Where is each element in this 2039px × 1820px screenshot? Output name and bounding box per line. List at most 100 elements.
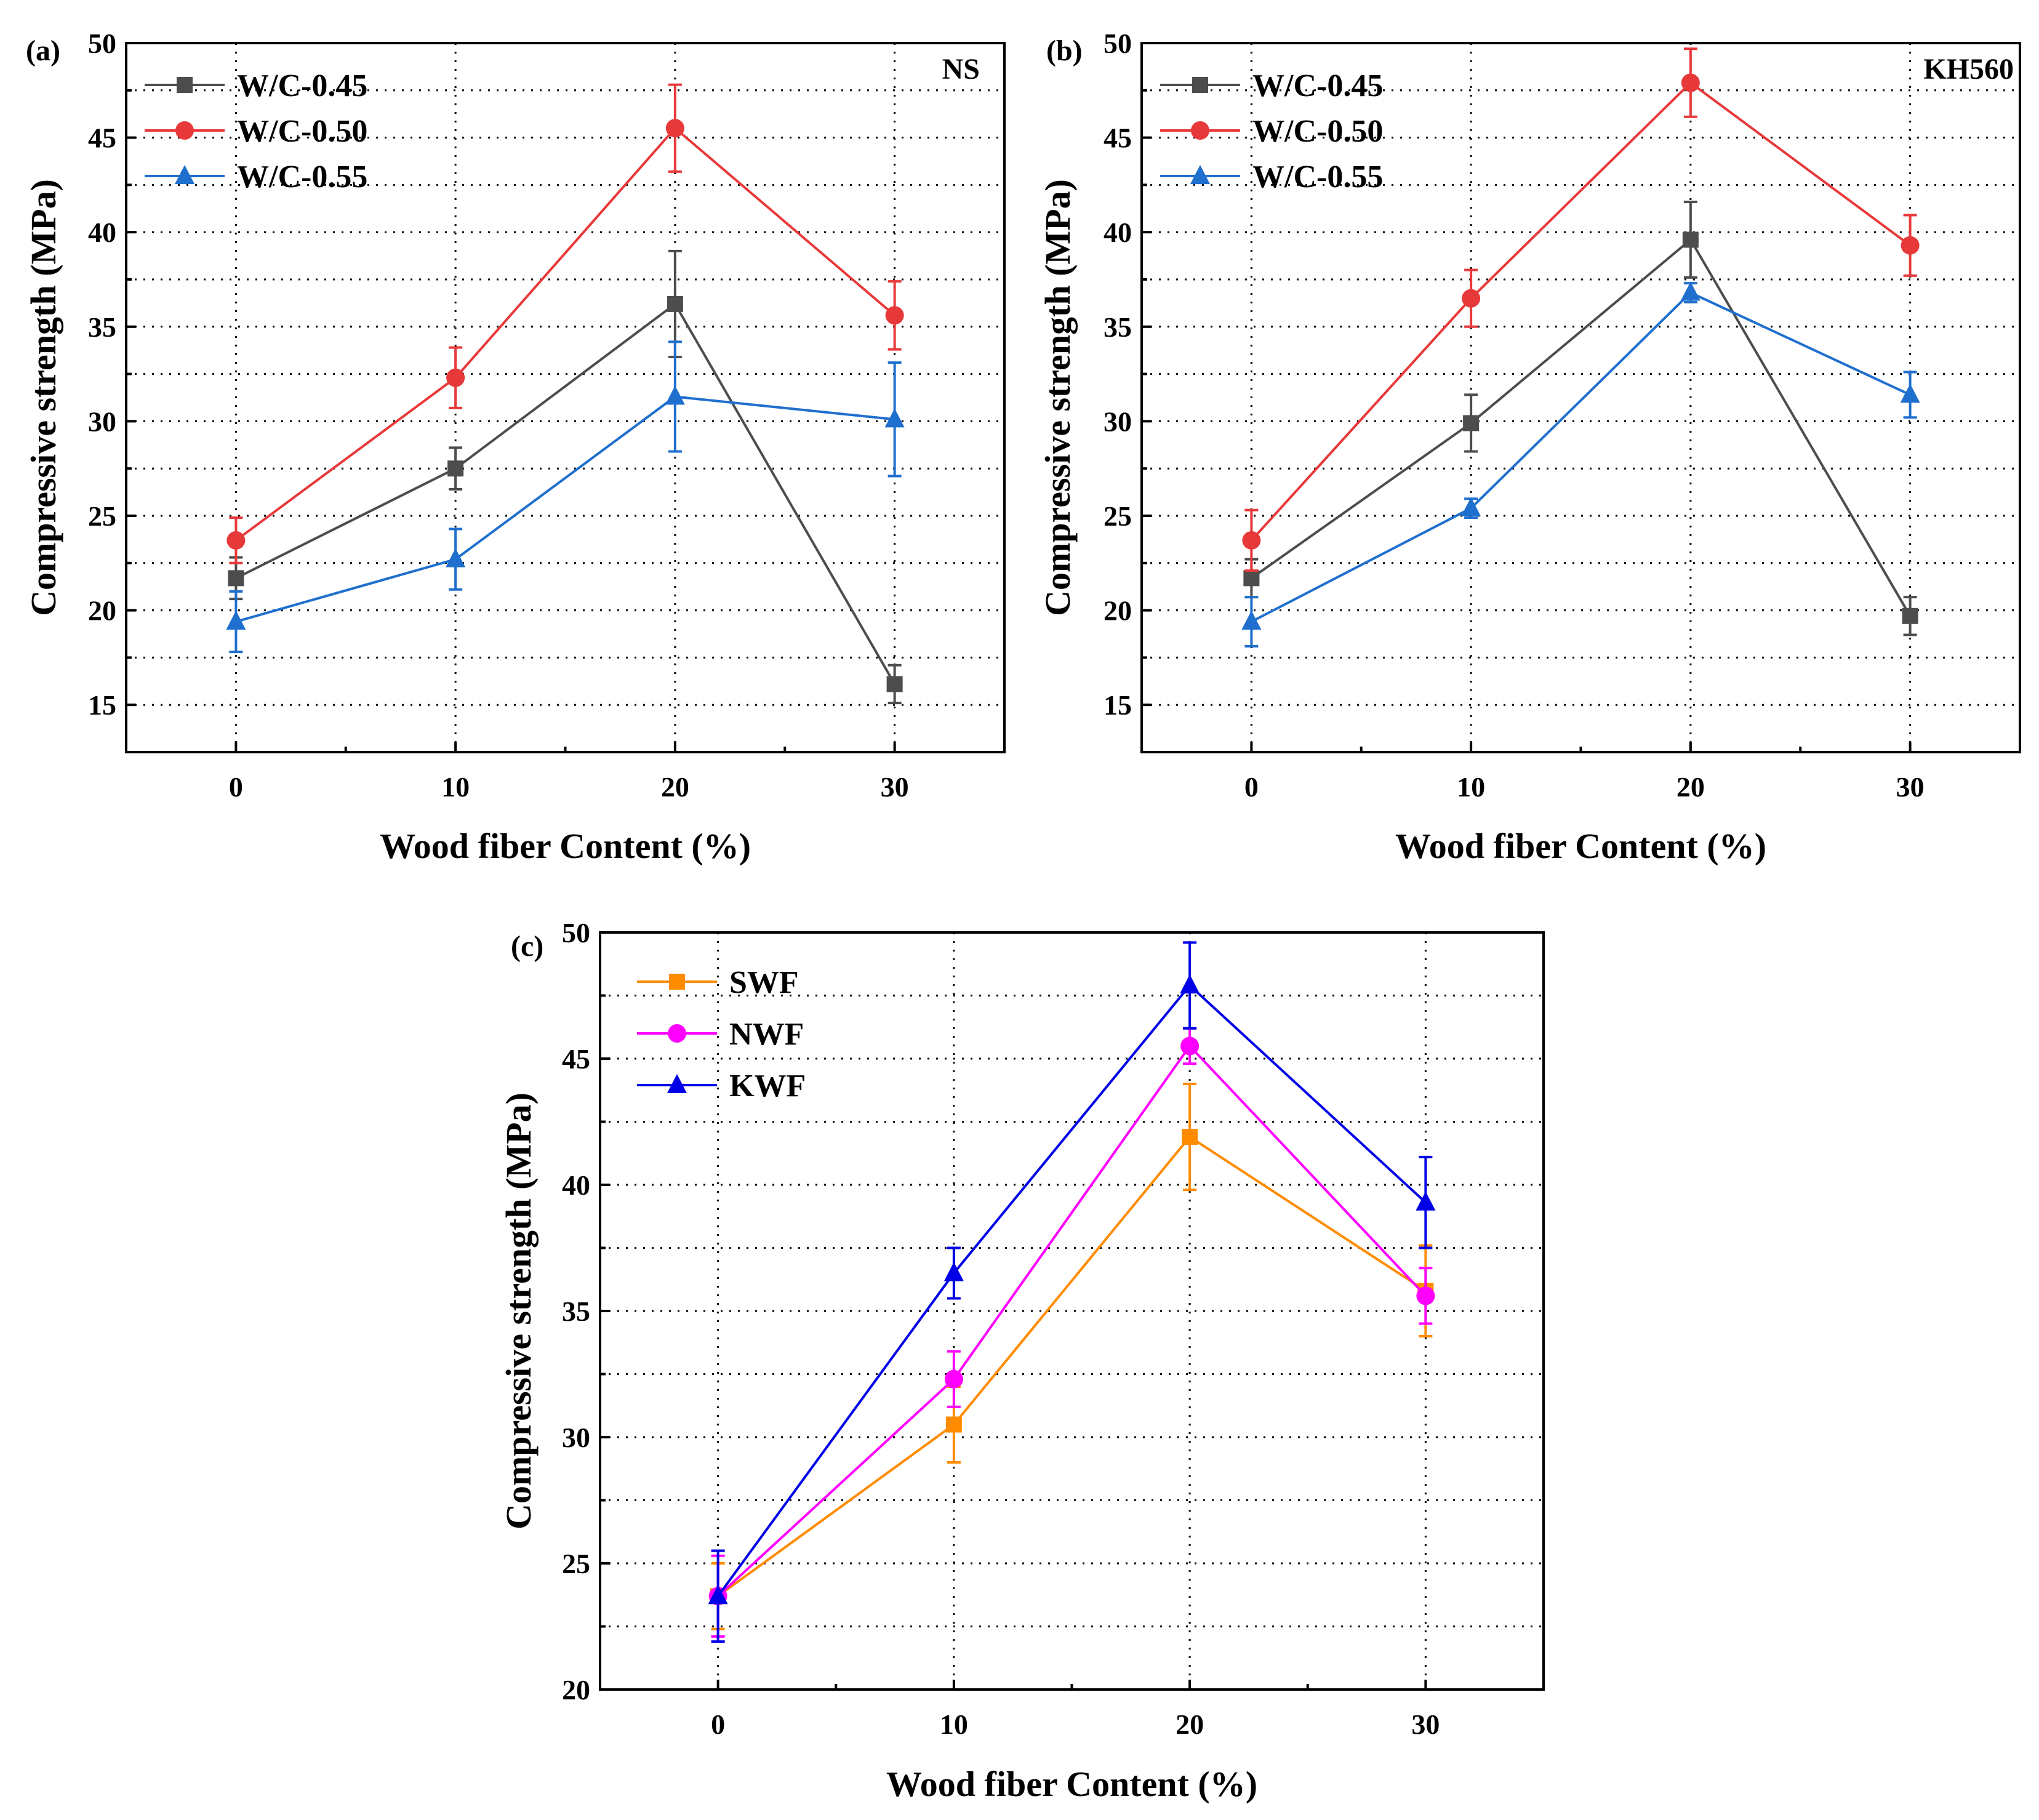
x-axis-title: Wood fiber Content (%)	[380, 826, 751, 866]
data-point-marker	[665, 385, 685, 405]
corner-label: KH560	[1923, 53, 2014, 86]
y-tick-label: 45	[1104, 122, 1132, 154]
data-point-marker	[708, 1585, 728, 1605]
y-axis-title: Compressive strength (MPa)	[499, 1092, 539, 1529]
x-tick-label: 30	[1896, 771, 1925, 803]
legend-marker	[668, 1024, 686, 1043]
legend: W/C-0.45 W/C-0.50 W/C-0.55	[1160, 68, 1383, 194]
x-tick-label: 10	[441, 771, 470, 803]
series-line	[1250, 81, 1911, 542]
x-tick-label: 30	[881, 771, 909, 803]
y-tick-label: 25	[1104, 500, 1132, 532]
legend-marker	[177, 77, 193, 93]
chart-panel-0: 15 20 25 30 35 40 45 50 0 10 20 30 Wood fiber Conten…	[23, 28, 1006, 866]
data-point-marker	[446, 548, 466, 567]
plot-area	[1142, 43, 2020, 752]
y-tick-label: 15	[88, 689, 116, 721]
y-tick-label: 35	[562, 1296, 590, 1327]
series-line	[235, 395, 895, 623]
legend-label: W/C-0.55	[237, 159, 367, 194]
legend-marker	[667, 1074, 687, 1093]
y-tick-label: 20	[88, 595, 116, 627]
series-line	[235, 302, 896, 685]
panel-letter: (a)	[26, 34, 60, 67]
legend-marker	[175, 165, 194, 184]
y-tick-label: 30	[1104, 406, 1132, 437]
legend: SWF NWF KWF	[637, 965, 806, 1104]
x-tick-label: 30	[1411, 1709, 1440, 1740]
y-tick-label: 45	[562, 1043, 590, 1075]
legend-label: W/C-0.45	[1252, 68, 1383, 103]
y-tick-label: 50	[88, 28, 116, 59]
y-tick-label: 40	[562, 1169, 590, 1201]
data-point-marker	[228, 570, 244, 587]
data-point-marker	[1900, 383, 1920, 403]
x-tick-label: 0	[711, 1709, 725, 1740]
data-point-marker	[226, 611, 246, 630]
data-point-marker	[1416, 1286, 1435, 1305]
legend-label: W/C-0.45	[237, 68, 367, 103]
data-point-marker	[446, 368, 465, 387]
x-tick-label: 0	[229, 771, 243, 803]
y-tick-label: 30	[562, 1422, 590, 1453]
legend-label: W/C-0.50	[1252, 114, 1383, 149]
x-tick-label: 20	[1176, 1709, 1204, 1740]
legend-marker	[669, 974, 685, 990]
series-w-c-0-50	[226, 83, 904, 564]
legend-label: NWF	[729, 1017, 804, 1052]
legend: W/C-0.45 W/C-0.50 W/C-0.55	[145, 68, 367, 194]
series-kwf	[708, 941, 1436, 1643]
y-tick-label: 20	[1104, 595, 1132, 627]
chart-panel-1: 15 20 25 30 35 40 45 50 0 10 20 30 Wood fiber Conten…	[1038, 28, 2021, 866]
legend-label: W/C-0.55	[1252, 159, 1383, 194]
data-point-marker	[1680, 281, 1701, 301]
data-point-marker	[1180, 1036, 1200, 1056]
y-tick-label: 30	[88, 406, 116, 437]
y-tick-label: 40	[88, 217, 116, 248]
data-point-marker	[1901, 236, 1920, 255]
y-tick-label: 25	[562, 1548, 590, 1579]
chart-panel-2: 20 25 30 35 40 45 50 0 10 20 30 Wood fiber Content …	[499, 917, 1545, 1804]
data-point-marker	[885, 306, 904, 325]
data-point-marker	[1243, 570, 1260, 587]
data-point-marker	[1416, 1191, 1436, 1211]
plot-area	[126, 43, 1004, 752]
data-point-marker	[1462, 289, 1481, 308]
series-line	[717, 984, 1427, 1597]
y-tick-label: 25	[88, 500, 116, 532]
data-point-marker	[1461, 497, 1481, 516]
data-point-marker	[447, 460, 464, 477]
series-w-c-0-55	[1241, 281, 1920, 647]
y-tick-label: 50	[1104, 28, 1132, 59]
panel-letter: (c)	[511, 930, 543, 963]
data-point-marker	[1463, 415, 1480, 431]
y-tick-label: 20	[562, 1674, 590, 1706]
data-point-marker	[886, 676, 903, 692]
series-w-c-0-50	[1242, 47, 1920, 572]
x-tick-label: 10	[940, 1709, 968, 1740]
series-line	[1251, 238, 1912, 617]
y-tick-label: 35	[1104, 311, 1132, 343]
series-line	[717, 1135, 1427, 1597]
legend-label: SWF	[729, 965, 799, 1000]
data-point-marker	[1681, 73, 1700, 92]
data-point-marker	[944, 1369, 963, 1389]
y-tick-label: 15	[1104, 689, 1132, 721]
y-axis-title: Compressive strength (MPa)	[23, 179, 63, 616]
data-point-marker	[1242, 531, 1261, 550]
series-line	[1251, 291, 1911, 623]
x-tick-label: 20	[1676, 771, 1705, 803]
corner-label: NS	[942, 53, 980, 86]
legend-label: W/C-0.50	[237, 114, 367, 149]
legend-marker	[1190, 165, 1210, 184]
y-axis-title: Compressive strength (MPa)	[1038, 179, 1078, 616]
data-point-marker	[226, 531, 246, 550]
data-point-marker	[884, 408, 905, 428]
data-point-marker	[1180, 974, 1200, 994]
series-w-c-0-55	[226, 340, 905, 654]
y-tick-label: 45	[88, 122, 116, 154]
y-tick-label: 50	[562, 917, 590, 948]
x-tick-label: 20	[661, 771, 689, 803]
legend-label: KWF	[729, 1068, 806, 1104]
